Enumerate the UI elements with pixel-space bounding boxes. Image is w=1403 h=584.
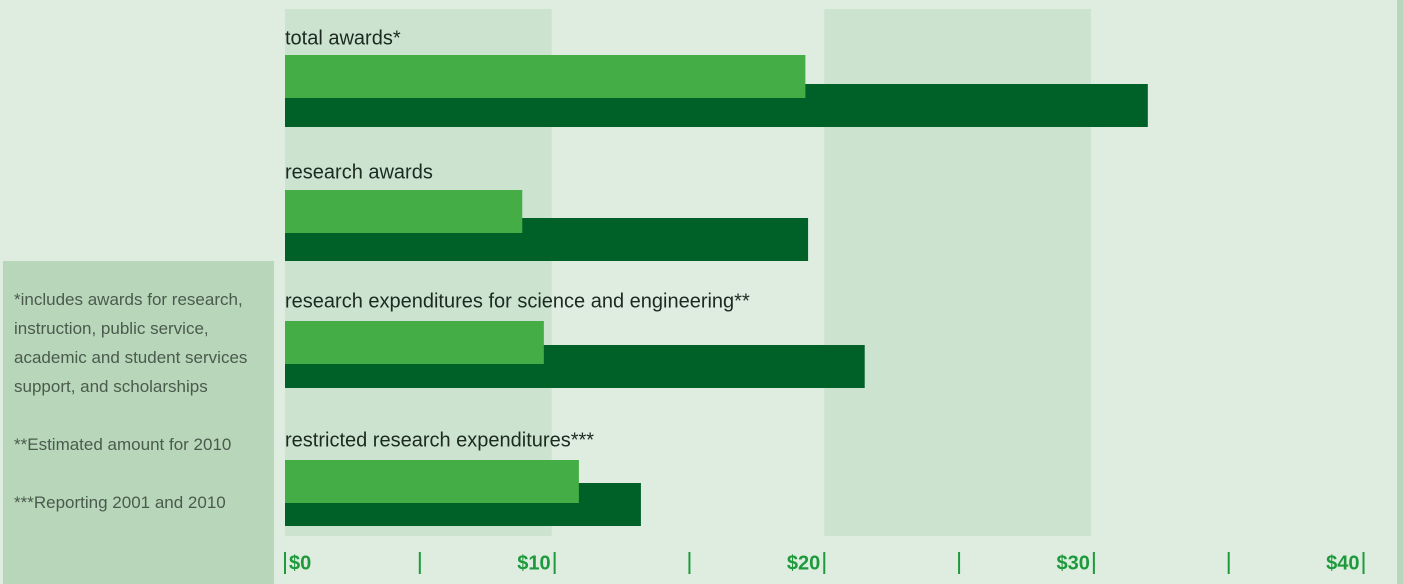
category-label: total awards* [285,27,401,49]
x-tick-label: $0 [289,552,311,574]
note: **Estimated amount for 2010 [14,435,232,454]
x-tick-label: $30 [1057,552,1090,574]
bar [285,460,579,503]
bar [285,321,544,364]
x-tick-label: $20 [787,552,820,574]
edge-strip [1397,0,1403,584]
category-label: restricted research expenditures*** [285,429,594,451]
x-tick-label: $40 [1326,552,1359,574]
category-label: research expenditures for science and en… [285,290,750,312]
notes-panel: *includes awards for research, instructi… [3,261,274,584]
bar [285,55,806,98]
category-label: research awards [285,161,433,183]
note: *includes awards for research, instructi… [14,290,248,396]
note: ***Reporting 2001 and 2010 [14,493,226,512]
bar [285,190,523,233]
x-tick-label: $10 [517,552,550,574]
